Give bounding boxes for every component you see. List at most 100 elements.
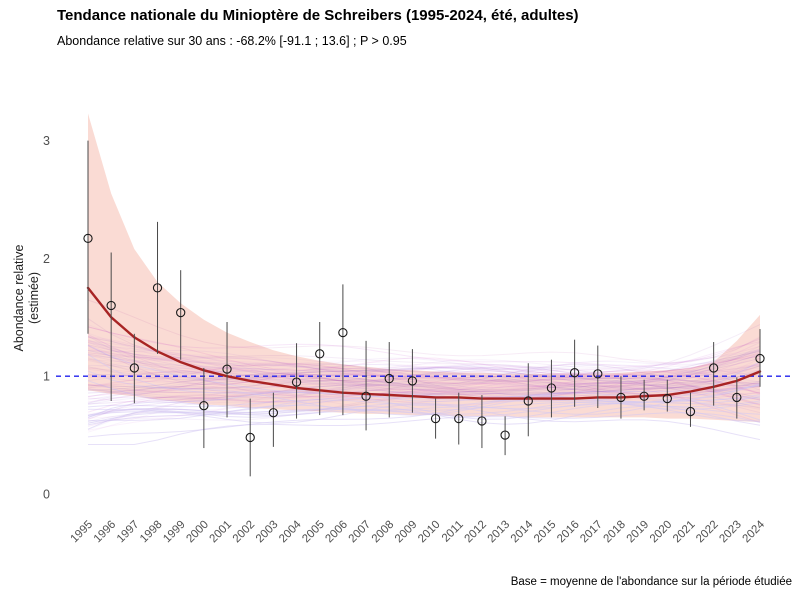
- bootstrap-line: [87, 345, 761, 384]
- x-tick-label: 2021: [671, 519, 698, 546]
- x-tick-label: 2013: [486, 519, 513, 546]
- bootstrap-line: [87, 353, 761, 403]
- bootstrap-line: [87, 349, 761, 382]
- baseline-footnote: Base = moyenne de l'abondance sur la pér…: [510, 576, 792, 588]
- bootstrap-line: [87, 365, 761, 391]
- data-point: [268, 408, 279, 418]
- data-point: [407, 376, 418, 386]
- bootstrap-line: [87, 339, 761, 391]
- chart-title: Tendance nationale du Minioptère de Schr…: [57, 7, 579, 24]
- data-point: [732, 392, 742, 403]
- bootstrap-line: [87, 364, 761, 404]
- x-tick-label: 1995: [69, 519, 96, 546]
- bootstrap-line: [87, 355, 761, 387]
- bootstrap-line: [87, 369, 761, 400]
- bootstrap-line: [87, 342, 761, 383]
- x-tick-label: 2004: [277, 518, 304, 545]
- x-tick-label: 2012: [462, 519, 489, 546]
- x-tick-label: 2011: [440, 519, 466, 545]
- data-point: [546, 383, 557, 393]
- bootstrap-line: [87, 353, 761, 401]
- bootstrap-line: [87, 382, 761, 428]
- bootstrap-line: [87, 372, 761, 431]
- bootstrap-line: [87, 382, 761, 416]
- bootstrap-line: [87, 340, 761, 395]
- bootstrap-line: [87, 357, 761, 390]
- data-point: [430, 413, 441, 424]
- bootstrap-line: [87, 344, 761, 380]
- bootstrap-line: [87, 352, 761, 397]
- data-point: [106, 300, 116, 311]
- bootstrap-line: [87, 363, 761, 402]
- x-tick-label: 1997: [115, 519, 142, 546]
- x-tick-label: 2007: [347, 519, 374, 546]
- bootstrap-line: [87, 378, 761, 405]
- y-tick-label: 0: [43, 488, 50, 502]
- x-tick-label: 1998: [138, 519, 165, 546]
- x-tick-label: 2001: [208, 519, 235, 546]
- data-point: [83, 233, 93, 244]
- data-point: [477, 416, 487, 426]
- x-tick-label: 2008: [370, 519, 397, 546]
- x-tick-label: 2009: [393, 519, 420, 546]
- bootstrap-line: [87, 355, 761, 403]
- x-tick-label: 2017: [578, 519, 605, 546]
- data-point: [222, 364, 232, 374]
- bootstrap-line: [87, 369, 761, 422]
- data-point: [454, 413, 464, 424]
- bootstrap-line: [87, 349, 761, 382]
- bootstrap-line: [87, 403, 761, 441]
- x-tick-label: 2005: [300, 519, 327, 546]
- bootstrap-line: [87, 378, 761, 415]
- data-point: [593, 369, 603, 379]
- bootstrap-line: [87, 373, 761, 400]
- bootstrap-line: [87, 335, 761, 378]
- x-tick-label: 1996: [92, 519, 119, 546]
- x-tick-label: 2022: [694, 519, 721, 546]
- bootstrap-line: [87, 349, 761, 391]
- data-point: [662, 393, 672, 404]
- x-tick-label: 2010: [416, 519, 443, 546]
- data-point: [176, 307, 186, 318]
- bootstrap-line: [87, 340, 761, 383]
- bootstrap-line: [87, 352, 761, 384]
- data-point: [708, 363, 719, 373]
- bootstrap-line: [87, 299, 761, 364]
- bootstrap-line: [87, 350, 761, 391]
- bootstrap-line: [87, 376, 761, 413]
- y-tick-label: 1: [43, 370, 50, 384]
- y-tick-label: 3: [43, 134, 50, 148]
- bootstrap-line: [87, 335, 761, 390]
- x-tick-label: 2002: [231, 519, 258, 546]
- chart-subtitle: Abondance relative sur 30 ans : -68.2% […: [57, 34, 407, 48]
- bootstrap-line: [87, 379, 761, 404]
- bootstrap-line: [87, 357, 761, 394]
- data-point: [152, 283, 163, 293]
- bootstrap-line: [87, 335, 761, 385]
- bootstrap-line: [87, 318, 761, 373]
- bootstrap-line: [87, 357, 761, 433]
- bootstrap-line: [87, 405, 761, 425]
- bootstrap-lines: [87, 299, 761, 445]
- bootstrap-line: [87, 342, 761, 401]
- bootstrap-line: [87, 381, 761, 420]
- bootstrap-line: [87, 371, 761, 405]
- data-point: [291, 377, 302, 387]
- x-tick-label: 1999: [161, 519, 188, 546]
- y-tick-label: 2: [43, 252, 50, 266]
- data-point: [685, 406, 696, 417]
- x-tick-label: 2016: [555, 519, 582, 546]
- x-tick-label: 2014: [509, 518, 536, 545]
- bootstrap-line: [87, 348, 761, 393]
- x-tick-label: 2023: [717, 519, 744, 546]
- x-tick-label: 2006: [323, 519, 350, 546]
- data-point: [523, 396, 533, 406]
- data-point: [245, 432, 255, 443]
- confidence-band: [88, 113, 760, 423]
- bootstrap-line: [87, 366, 761, 399]
- bootstrap-line: [88, 412, 761, 445]
- bootstrap-line: [87, 341, 761, 386]
- data-point: [315, 349, 325, 359]
- data-point: [338, 327, 348, 338]
